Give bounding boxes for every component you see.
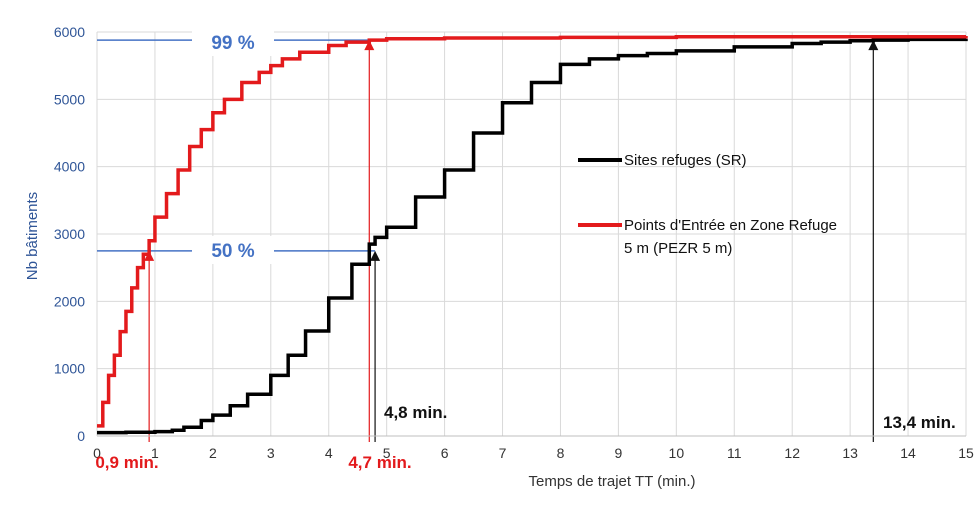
y-tick-label-0: 0: [77, 428, 85, 444]
x-tick-label-4: 4: [325, 445, 333, 461]
axes-layer: 0 1 2 3 4 5 6 7 8 9 10 11 12 13 14 15010002000300040005…: [54, 24, 974, 461]
y-tick-label-1000: 1000: [54, 361, 85, 377]
legend-label-pezr-line2: 5 m (PEZR 5 m): [624, 240, 732, 257]
x-tick-label-12: 12: [784, 445, 800, 461]
x-tick-label-9: 9: [615, 445, 623, 461]
legend-label-sr: Sites refuges (SR): [624, 152, 747, 169]
x-tick-label-13: 13: [842, 445, 858, 461]
pct-99-label: 99 %: [211, 33, 254, 54]
y-tick-label-5000: 5000: [54, 91, 85, 107]
x-tick-label-5: 5: [383, 445, 391, 461]
x-tick-label-11: 11: [727, 445, 742, 461]
y-tick-label-6000: 6000: [54, 24, 85, 40]
series-line-pezr: [97, 34, 968, 428]
y-tick-label-3000: 3000: [54, 226, 85, 242]
x-tick-label-7: 7: [499, 445, 507, 461]
arrow-red-4-7-head: [364, 40, 375, 51]
y-tick-label-2000: 2000: [54, 293, 85, 309]
pct-50-label: 50 %: [211, 241, 254, 262]
x-tick-label-2: 2: [209, 445, 217, 461]
x-tick-label-3: 3: [267, 445, 275, 461]
pct-50-label-bg: [192, 236, 274, 264]
y-tick-label-4000: 4000: [54, 159, 85, 175]
series-layer: [96, 34, 968, 435]
y-axis-title: Nb bâtiments: [24, 192, 41, 280]
x-tick-label-10: 10: [669, 445, 685, 461]
annotation-black-4-8-min: 4,8 min.: [384, 403, 447, 422]
arrow-black-4-8-head: [370, 250, 381, 261]
annotation-red-4-7-min: 4,7 min.: [348, 453, 411, 472]
annotation-red-0-9-min: 0,9 min.: [95, 453, 158, 472]
x-axis-title: Temps de trajet TT (min.): [529, 473, 696, 490]
annotations-layer: 99 % 50 % 0,9 min. 4,7 min. 4,8 min. 13,…: [95, 28, 956, 472]
legend-label-pezr-line1: Points d'Entrée en Zone Refuge: [624, 217, 837, 234]
x-tick-label-0: 0: [93, 445, 101, 461]
arrow-black-13-4-head: [868, 40, 879, 51]
legend: Sites refuges (SR) Points d'Entrée en Zo…: [578, 152, 837, 257]
annotation-black-13-4-min: 13,4 min.: [883, 413, 956, 432]
x-tick-label-6: 6: [441, 445, 449, 461]
x-tick-label-14: 14: [900, 445, 916, 461]
x-tick-label-15: 15: [958, 445, 974, 461]
series-line-sr: [97, 37, 968, 435]
x-tick-label-1: 1: [151, 445, 159, 461]
pct-99-label-bg: [192, 28, 274, 56]
x-tick-label-8: 8: [557, 445, 565, 461]
